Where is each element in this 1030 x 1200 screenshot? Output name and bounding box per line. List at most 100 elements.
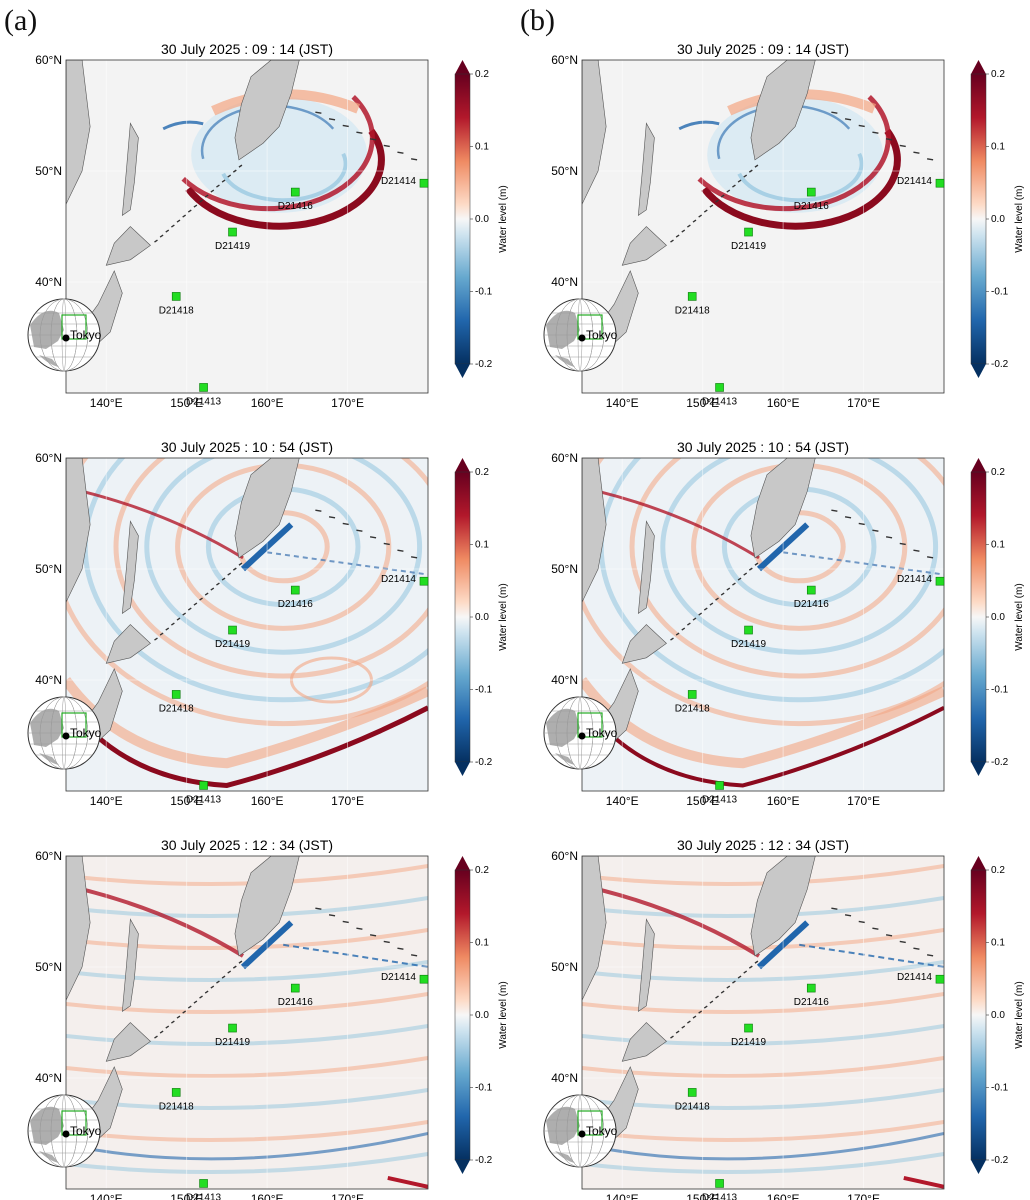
buoy-marker-d21414 <box>419 974 429 984</box>
buoy-marker-d21419 <box>228 227 237 237</box>
buoy-label: D21416 <box>794 997 829 1008</box>
lat-tick-label: 40°N <box>551 673 578 687</box>
colorbar-tick-label: -0.1 <box>475 1083 493 1094</box>
buoy-marker-d21419 <box>744 625 753 635</box>
buoy-label: D21418 <box>675 1101 710 1112</box>
colorbar-tick-label: 0.2 <box>991 467 1005 478</box>
buoy-marker-d21414 <box>935 576 945 586</box>
lat-tick-label: 50°N <box>551 562 578 576</box>
colorbar-tick-label: 0.0 <box>475 214 489 225</box>
buoy-label: D21416 <box>794 201 829 212</box>
buoy-label: D21413 <box>186 794 221 805</box>
buoy-marker-d21419 <box>744 227 753 237</box>
colorbar-label: Water level (m) <box>1014 185 1025 252</box>
buoy-label: D21414 <box>897 972 932 983</box>
buoy-label: D21418 <box>675 703 710 714</box>
lon-tick-label: 160°E <box>767 1192 800 1200</box>
lat-tick-label: 40°N <box>551 275 578 289</box>
buoy-marker-d21418 <box>687 1088 697 1097</box>
colorbar-tick-label: 0.2 <box>475 865 489 876</box>
buoy-marker-d21418 <box>687 690 697 699</box>
colorbar-tick-label: -0.1 <box>475 685 493 696</box>
buoy-marker-d21416 <box>806 983 816 993</box>
lon-tick-label: 140°E <box>90 794 123 808</box>
colorbar-tick-label: 0.1 <box>475 142 489 153</box>
colorbar-tick-label: 0.0 <box>475 612 489 623</box>
kamchatka-landmass <box>234 458 300 559</box>
buoy-label: D21413 <box>702 396 737 407</box>
buoy-marker-d21416 <box>806 187 816 197</box>
lat-tick-label: 60°N <box>551 849 578 863</box>
colorbar-label: Water level (m) <box>1014 981 1025 1048</box>
colorbar: 0.2 0.1 0.0 -0.1 -0.2 Water level (m) <box>970 856 1025 1174</box>
lat-tick-label: 40°N <box>551 1071 578 1085</box>
globe-inset: Tokyo <box>543 696 618 770</box>
buoy-label: D21413 <box>186 396 221 407</box>
map-panel-b-2: 30 July 2025 : 10 : 54 (JST) 60°N 50°N 40°N… <box>516 398 1025 808</box>
buoy-marker-d21419 <box>228 1023 237 1033</box>
lat-tick-label: 60°N <box>35 53 62 67</box>
kamchatka-landmass <box>750 60 816 161</box>
buoy-label: D21419 <box>731 241 766 252</box>
water-level-field <box>66 856 428 1189</box>
inset-label: Tokyo <box>586 726 618 740</box>
panel-title: 30 July 2025 : 09 : 14 (JST) <box>161 41 333 57</box>
buoy-marker-d21416 <box>290 187 300 197</box>
panel-title: 30 July 2025 : 10 : 54 (JST) <box>161 439 333 455</box>
map-figure: 30 July 2025 : 09 : 14 (JST) 60°N 50°N 40°N… <box>27 41 509 410</box>
water-level-field <box>582 856 944 1189</box>
map-figure: 30 July 2025 : 12 : 34 (JST) 60°N 50°N 40°N… <box>543 837 1025 1200</box>
map-panel-b-1: 30 July 2025 : 09 : 14 (JST) 60°N 50°N 40°N… <box>516 0 1025 410</box>
buoy-label: D21419 <box>731 1037 766 1048</box>
map-figure: 30 July 2025 : 10 : 54 (JST) 60°N 50°N 40°N… <box>27 439 509 808</box>
colorbar-tick-label: 0.1 <box>475 938 489 949</box>
panel-title: 30 July 2025 : 12 : 34 (JST) <box>677 837 849 853</box>
colorbar-tick-label: -0.2 <box>475 1155 493 1166</box>
colorbar: 0.2 0.1 0.0 -0.1 -0.2 Water level (m) <box>970 60 1025 378</box>
lon-tick-label: 140°E <box>606 1192 639 1200</box>
colorbar: 0.2 0.1 0.0 -0.1 -0.2 Water level (m) <box>454 60 509 378</box>
buoy-label: D21414 <box>897 574 932 585</box>
lon-tick-label: 160°E <box>767 396 800 410</box>
panel-title: 30 July 2025 : 12 : 34 (JST) <box>161 837 333 853</box>
lon-tick-label: 150°E <box>170 1192 203 1200</box>
lon-tick-label: 150°E <box>686 794 719 808</box>
water-level-field <box>582 60 944 393</box>
lon-tick-label: 170°E <box>847 1192 880 1200</box>
lon-tick-label: 160°E <box>251 1192 284 1200</box>
colorbar-label: Water level (m) <box>498 981 509 1048</box>
buoy-marker-d21413 <box>715 781 724 790</box>
lon-tick-label: 150°E <box>686 396 719 410</box>
colorbar-tick-label: -0.2 <box>475 757 493 768</box>
buoy-label: D21416 <box>278 599 313 610</box>
kamchatka-landmass <box>750 856 816 957</box>
buoy-marker-d21418 <box>171 1088 181 1097</box>
inset-label: Tokyo <box>586 328 618 342</box>
inset-label: Tokyo <box>70 726 102 740</box>
lon-tick-label: 150°E <box>170 794 203 808</box>
colorbar-label: Water level (m) <box>498 185 509 252</box>
colorbar-tick-label: 0.2 <box>991 865 1005 876</box>
lat-tick-label: 60°N <box>35 451 62 465</box>
kamchatka-landmass <box>234 60 300 161</box>
map-figure: 30 July 2025 : 12 : 34 (JST) 60°N 50°N 40°N… <box>27 837 509 1200</box>
buoy-marker-d21419 <box>228 625 237 635</box>
colorbar-tick-label: 0.2 <box>475 467 489 478</box>
buoy-marker-d21419 <box>744 1023 753 1033</box>
lon-tick-label: 170°E <box>847 396 880 410</box>
buoy-label: D21414 <box>381 574 416 585</box>
colorbar-tick-label: 0.0 <box>991 1010 1005 1021</box>
buoy-label: D21414 <box>381 972 416 983</box>
lat-tick-label: 50°N <box>551 960 578 974</box>
buoy-label: D21414 <box>897 176 932 187</box>
buoy-marker-d21414 <box>419 576 429 586</box>
buoy-marker-d21414 <box>935 974 945 984</box>
buoy-label: D21418 <box>159 305 194 316</box>
colorbar: 0.2 0.1 0.0 -0.1 -0.2 Water level (m) <box>454 458 509 776</box>
buoy-label: D21419 <box>215 639 250 650</box>
lat-tick-label: 50°N <box>35 562 62 576</box>
globe-inset: Tokyo <box>27 298 102 372</box>
lat-tick-label: 50°N <box>35 960 62 974</box>
map-figure: 30 July 2025 : 09 : 14 (JST) 60°N 50°N 40°N… <box>543 41 1025 410</box>
buoy-label: D21418 <box>675 305 710 316</box>
